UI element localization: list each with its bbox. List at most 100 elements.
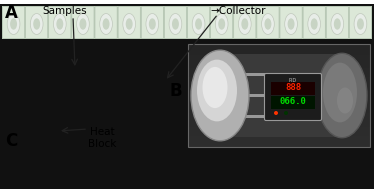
Bar — [188, 103, 370, 104]
Bar — [188, 144, 370, 145]
Bar — [188, 78, 370, 79]
Bar — [188, 101, 370, 102]
Bar — [188, 121, 370, 122]
Ellipse shape — [10, 111, 34, 171]
Ellipse shape — [49, 114, 56, 119]
Bar — [0, 4, 374, 42]
Polygon shape — [14, 70, 171, 165]
Bar — [188, 51, 370, 52]
Bar — [188, 44, 370, 147]
Ellipse shape — [337, 88, 353, 114]
Ellipse shape — [85, 102, 92, 107]
Text: →Collector: →Collector — [210, 6, 266, 16]
Bar — [188, 71, 370, 72]
FancyBboxPatch shape — [165, 6, 187, 39]
Ellipse shape — [10, 18, 17, 30]
Ellipse shape — [107, 93, 117, 100]
Ellipse shape — [357, 18, 364, 30]
Bar — [188, 141, 370, 142]
Bar — [188, 47, 370, 48]
Bar — [188, 74, 370, 75]
FancyBboxPatch shape — [49, 6, 71, 39]
Ellipse shape — [120, 90, 127, 95]
Bar — [188, 110, 370, 111]
Ellipse shape — [108, 94, 115, 99]
Ellipse shape — [334, 18, 341, 30]
Ellipse shape — [79, 18, 86, 30]
Bar — [188, 89, 370, 90]
Bar — [188, 92, 370, 93]
Bar — [188, 56, 370, 57]
Bar — [188, 106, 370, 107]
FancyBboxPatch shape — [303, 6, 325, 39]
Ellipse shape — [146, 14, 159, 34]
Ellipse shape — [98, 99, 102, 102]
Bar — [188, 94, 370, 95]
Ellipse shape — [77, 14, 89, 34]
Ellipse shape — [95, 97, 105, 104]
Bar — [188, 59, 370, 60]
Bar — [213, 73, 345, 76]
FancyBboxPatch shape — [326, 6, 348, 39]
Bar — [213, 94, 345, 97]
Bar — [188, 117, 370, 118]
Ellipse shape — [14, 122, 30, 160]
Ellipse shape — [169, 14, 182, 34]
Bar — [188, 99, 370, 100]
Bar — [188, 61, 370, 62]
Ellipse shape — [241, 18, 248, 30]
Bar — [188, 44, 370, 45]
Ellipse shape — [83, 101, 93, 108]
Ellipse shape — [27, 122, 31, 125]
Polygon shape — [14, 70, 160, 134]
Bar — [188, 140, 370, 141]
Ellipse shape — [62, 111, 66, 114]
Bar — [188, 63, 370, 64]
Bar — [188, 67, 370, 68]
Text: Heat
Block: Heat Block — [88, 127, 116, 149]
Ellipse shape — [218, 18, 225, 30]
Ellipse shape — [191, 50, 249, 141]
Bar — [188, 120, 370, 121]
Bar — [188, 102, 370, 103]
Ellipse shape — [39, 119, 43, 122]
Ellipse shape — [195, 18, 202, 30]
Bar — [188, 53, 370, 54]
Bar — [188, 79, 370, 80]
Ellipse shape — [192, 14, 205, 34]
Bar — [188, 48, 370, 49]
Bar — [188, 49, 370, 50]
Ellipse shape — [261, 14, 274, 34]
Ellipse shape — [122, 91, 126, 94]
Ellipse shape — [311, 18, 318, 30]
Ellipse shape — [96, 98, 103, 103]
Bar — [188, 83, 370, 84]
Polygon shape — [12, 65, 173, 170]
Bar — [188, 125, 370, 126]
Bar — [188, 46, 370, 47]
Ellipse shape — [123, 14, 135, 34]
Bar — [188, 127, 370, 128]
Ellipse shape — [197, 60, 237, 121]
Bar — [188, 93, 370, 94]
Text: B: B — [170, 82, 183, 100]
Bar — [188, 69, 370, 70]
Bar — [188, 123, 370, 124]
Ellipse shape — [86, 103, 90, 106]
Bar — [188, 132, 370, 133]
Bar — [188, 114, 370, 115]
Ellipse shape — [73, 106, 80, 111]
Bar — [188, 77, 370, 78]
Bar — [188, 128, 370, 129]
Bar — [188, 137, 370, 138]
Bar — [188, 122, 370, 123]
Bar — [188, 87, 370, 88]
Ellipse shape — [56, 18, 63, 30]
Ellipse shape — [100, 14, 113, 34]
FancyBboxPatch shape — [187, 6, 209, 39]
Ellipse shape — [8, 111, 32, 173]
Polygon shape — [21, 92, 164, 143]
Bar — [188, 108, 370, 109]
Ellipse shape — [119, 89, 129, 96]
Bar — [188, 139, 370, 140]
